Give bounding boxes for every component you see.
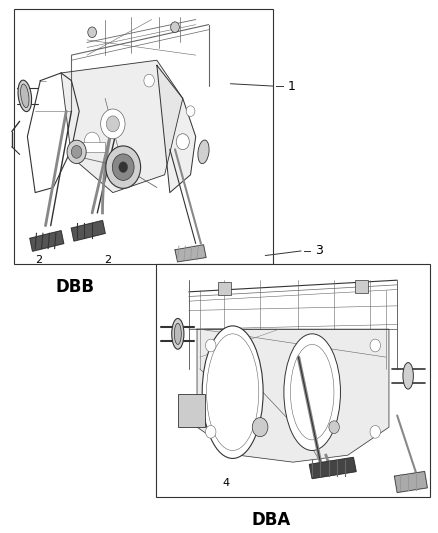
Ellipse shape — [198, 140, 209, 164]
Ellipse shape — [290, 344, 334, 440]
Circle shape — [84, 132, 100, 151]
Circle shape — [101, 109, 125, 139]
Text: 4: 4 — [222, 478, 229, 488]
Ellipse shape — [172, 318, 184, 349]
Polygon shape — [197, 329, 389, 462]
Text: 3: 3 — [315, 244, 323, 257]
Bar — [156, 264, 430, 497]
Circle shape — [144, 74, 154, 87]
Circle shape — [106, 146, 141, 188]
Polygon shape — [309, 457, 356, 479]
Text: DBA: DBA — [251, 511, 291, 529]
Circle shape — [370, 425, 381, 438]
Circle shape — [329, 421, 339, 433]
Circle shape — [112, 154, 134, 180]
Circle shape — [67, 140, 86, 164]
Ellipse shape — [207, 334, 259, 450]
Polygon shape — [61, 60, 183, 192]
Bar — [79, 142, 105, 152]
Bar — [355, 279, 368, 293]
Ellipse shape — [202, 326, 263, 458]
Circle shape — [252, 418, 268, 437]
Text: 1: 1 — [288, 80, 296, 93]
Ellipse shape — [21, 84, 29, 108]
Circle shape — [186, 106, 195, 116]
Circle shape — [88, 27, 96, 37]
Circle shape — [205, 339, 216, 352]
Polygon shape — [157, 66, 196, 192]
Circle shape — [106, 116, 120, 132]
Ellipse shape — [403, 362, 413, 389]
Polygon shape — [395, 472, 427, 492]
Polygon shape — [71, 221, 105, 241]
Text: DBB: DBB — [56, 278, 95, 296]
Circle shape — [119, 162, 127, 173]
Bar — [14, 10, 273, 264]
Bar — [178, 394, 205, 427]
Circle shape — [370, 339, 381, 352]
Circle shape — [171, 22, 179, 33]
Circle shape — [71, 146, 82, 158]
Ellipse shape — [18, 80, 32, 111]
Text: 2: 2 — [104, 255, 112, 265]
Ellipse shape — [284, 334, 340, 450]
Polygon shape — [175, 245, 206, 262]
Circle shape — [205, 425, 216, 438]
Ellipse shape — [174, 323, 181, 344]
Circle shape — [176, 134, 189, 150]
Bar — [218, 282, 231, 295]
Text: 2: 2 — [35, 255, 42, 265]
Polygon shape — [30, 231, 64, 251]
